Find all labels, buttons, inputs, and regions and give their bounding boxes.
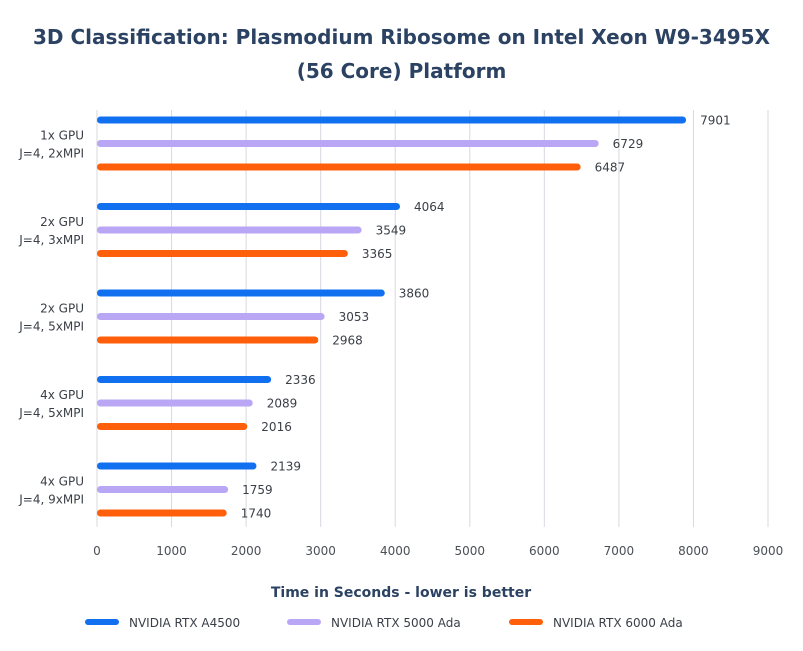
bar	[97, 399, 253, 407]
x-tick-label: 9000	[753, 544, 784, 558]
bar	[97, 313, 325, 320]
x-tick-label: 5000	[455, 544, 486, 558]
legend-swatch	[287, 619, 321, 625]
data-label: 6487	[595, 161, 626, 175]
legend-label: NVIDIA RTX 6000 Ada	[553, 616, 683, 630]
x-tick-label: 0	[93, 544, 101, 558]
bar	[97, 289, 385, 297]
category-label: J=4, 3xMPI	[18, 233, 84, 247]
bar	[97, 462, 257, 470]
category-label: 1x GPU	[40, 129, 84, 143]
bar	[97, 486, 229, 493]
category-label: 4x GPU	[40, 388, 84, 402]
category-label: 4x GPU	[40, 475, 84, 489]
bar	[97, 423, 248, 430]
data-label: 3053	[339, 310, 370, 324]
legend-swatch	[509, 619, 543, 625]
legend-label: NVIDIA RTX 5000 Ada	[331, 616, 461, 630]
data-label: 2968	[332, 334, 363, 348]
data-label: 1740	[241, 507, 272, 521]
category-label: 2x GPU	[40, 215, 84, 229]
bar	[97, 376, 272, 383]
data-label: 2089	[267, 397, 298, 411]
bar	[97, 250, 348, 257]
legend-label: NVIDIA RTX A4500	[129, 616, 240, 630]
data-label: 3549	[376, 224, 407, 238]
bar	[97, 203, 400, 210]
data-label: 2139	[270, 460, 301, 474]
chart-title: 3D Classification: Plasmodium Ribosome o…	[0, 20, 803, 88]
x-tick-label: 4000	[380, 544, 411, 558]
x-tick-label: 7000	[604, 544, 635, 558]
bar	[97, 226, 362, 234]
x-tick-label: 6000	[529, 544, 560, 558]
x-axis-title: Time in Seconds - lower is better	[271, 585, 531, 601]
chart-title-line-2: (56 Core) Platform	[296, 59, 507, 83]
legend-swatch	[85, 619, 119, 625]
x-tick-label: 1000	[156, 544, 187, 558]
bar	[97, 116, 687, 124]
category-label: J=4, 2xMPI	[18, 147, 84, 161]
data-label: 1759	[242, 483, 273, 497]
bar	[97, 163, 581, 171]
category-label: J=4, 5xMPI	[18, 320, 84, 334]
x-tick-label: 8000	[678, 544, 709, 558]
category-label: 2x GPU	[40, 302, 84, 316]
data-label: 6729	[613, 137, 644, 151]
x-tick-label: 2000	[231, 544, 262, 558]
data-label: 4064	[414, 200, 445, 214]
data-label: 3365	[362, 247, 393, 261]
bar	[97, 140, 599, 147]
data-label: 2336	[285, 373, 316, 387]
bar	[97, 509, 227, 517]
category-label: J=4, 5xMPI	[18, 406, 84, 420]
category-label: J=4, 9xMPI	[18, 493, 84, 507]
data-label: 7901	[700, 114, 731, 128]
chart-title-line-1: 3D Classification: Plasmodium Ribosome o…	[32, 25, 771, 49]
bar	[97, 336, 319, 344]
data-label: 3860	[399, 287, 430, 301]
data-label: 2016	[261, 420, 292, 434]
x-tick-label: 3000	[305, 544, 336, 558]
